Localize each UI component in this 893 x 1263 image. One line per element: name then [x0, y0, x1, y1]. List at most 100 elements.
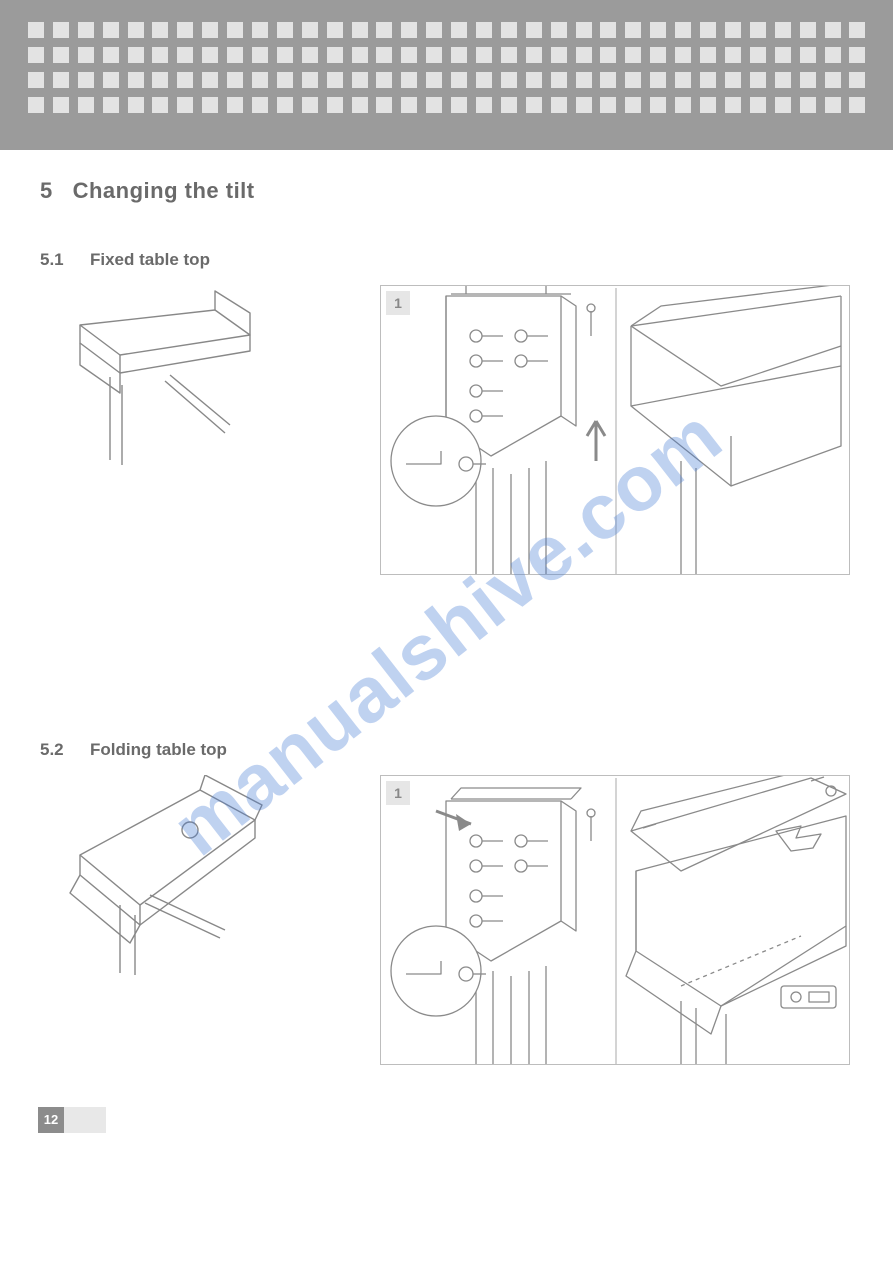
- step-badge: 1: [386, 781, 410, 805]
- header-dot: [800, 47, 816, 63]
- header-dot: [700, 97, 716, 113]
- header-dot: [53, 22, 69, 38]
- header-dot: [401, 97, 417, 113]
- header-dot: [28, 22, 44, 38]
- header-dot: [426, 97, 442, 113]
- title-text: Changing the tilt: [73, 178, 255, 203]
- header-dot: [451, 47, 467, 63]
- header-dot: [376, 72, 392, 88]
- header-dot: [725, 72, 741, 88]
- header-dot: [376, 22, 392, 38]
- header-dot: [625, 97, 641, 113]
- header-dot: [600, 22, 616, 38]
- header-dot: [650, 97, 666, 113]
- header-dot: [725, 97, 741, 113]
- header-dot: [551, 22, 567, 38]
- header-dot: [202, 22, 218, 38]
- header-dot: [501, 22, 517, 38]
- header-dot: [501, 97, 517, 113]
- header-dot: [476, 47, 492, 63]
- header-dot: [252, 47, 268, 63]
- header-dot: [451, 97, 467, 113]
- header-dot: [327, 72, 343, 88]
- header-dot: [277, 97, 293, 113]
- header-dot: [750, 22, 766, 38]
- header-dot: [78, 22, 94, 38]
- header-dot: [426, 72, 442, 88]
- header-dot: [700, 72, 716, 88]
- header-dot: [277, 72, 293, 88]
- header-dot: [551, 72, 567, 88]
- header-dot: [526, 22, 542, 38]
- step-figure-folding: 1: [380, 775, 850, 1065]
- header-dot: [426, 47, 442, 63]
- page-number-bg: [64, 1107, 106, 1133]
- header-dot: [625, 47, 641, 63]
- header-dot: [576, 72, 592, 88]
- header-dot: [825, 72, 841, 88]
- header-dot: [302, 97, 318, 113]
- header-dot: [800, 72, 816, 88]
- header-dot: [775, 72, 791, 88]
- header-dot: [302, 72, 318, 88]
- header-dot: [277, 47, 293, 63]
- header-dot: [28, 47, 44, 63]
- header-dot: [128, 72, 144, 88]
- header-dot: [675, 47, 691, 63]
- header-dot: [650, 47, 666, 63]
- header-dot: [177, 97, 193, 113]
- header-dot: [227, 22, 243, 38]
- header-dot: [28, 97, 44, 113]
- header-dot: [750, 72, 766, 88]
- header-dot: [352, 72, 368, 88]
- header-dot: [78, 47, 94, 63]
- header-dot: [302, 22, 318, 38]
- header-dot: [625, 72, 641, 88]
- header-dot: [501, 47, 517, 63]
- header-dot: [103, 97, 119, 113]
- header-dot: [576, 97, 592, 113]
- header-dot: [600, 97, 616, 113]
- header-dot: [650, 22, 666, 38]
- header-dot: [551, 97, 567, 113]
- header-dot: [78, 97, 94, 113]
- header-dot: [128, 97, 144, 113]
- header-dot: [825, 22, 841, 38]
- header-dot: [401, 72, 417, 88]
- header-dot: [202, 72, 218, 88]
- header-dot: [177, 47, 193, 63]
- page-title: 5 Changing the tilt: [40, 178, 255, 204]
- header-dot: [825, 97, 841, 113]
- header-dot: [526, 47, 542, 63]
- header-dot: [152, 72, 168, 88]
- header-dot: [576, 22, 592, 38]
- section-number: 5.1: [40, 250, 64, 270]
- header-dot: [28, 72, 44, 88]
- header-dot: [476, 97, 492, 113]
- step-figure-fixed: 1: [380, 285, 850, 575]
- header-dot: [849, 72, 865, 88]
- header-dot: [352, 97, 368, 113]
- header-dot: [252, 97, 268, 113]
- header-dot: [849, 47, 865, 63]
- header-dot: [700, 22, 716, 38]
- header-dot: [476, 22, 492, 38]
- header-dot: [800, 22, 816, 38]
- header-dot: [401, 47, 417, 63]
- header-dot: [849, 97, 865, 113]
- header-dot: [277, 22, 293, 38]
- header-dot: [775, 22, 791, 38]
- header-dot: [426, 22, 442, 38]
- header-dot-grid: // placeholder — dots are generated belo…: [28, 22, 865, 113]
- header-dot: [128, 22, 144, 38]
- header-dot: [476, 72, 492, 88]
- header-dot: [401, 22, 417, 38]
- header-dot: [775, 47, 791, 63]
- header-dot: [327, 22, 343, 38]
- header-dot: [327, 97, 343, 113]
- header-dot: [451, 22, 467, 38]
- section-name: Folding table top: [90, 740, 227, 760]
- header-dot: [152, 97, 168, 113]
- header-dot: [376, 97, 392, 113]
- header-dot: [675, 72, 691, 88]
